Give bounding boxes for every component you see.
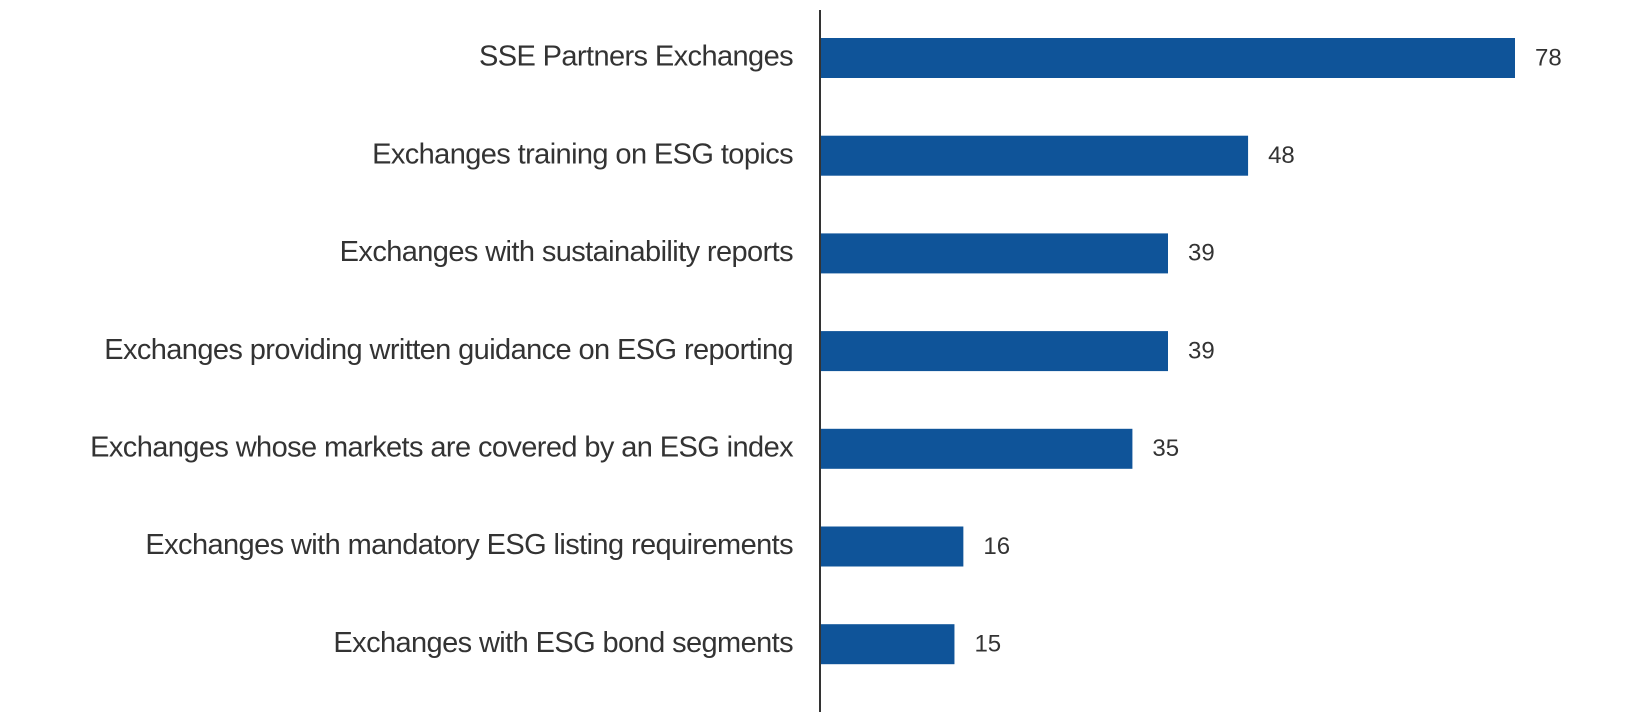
bar bbox=[821, 624, 955, 665]
value-label: 78 bbox=[1535, 44, 1562, 71]
category-label: Exchanges with mandatory ESG listing req… bbox=[145, 529, 793, 561]
value-label: 48 bbox=[1268, 142, 1295, 169]
category-label: Exchanges providing written guidance on … bbox=[104, 334, 793, 366]
category-label: Exchanges whose markets are covered by a… bbox=[90, 431, 794, 463]
bar bbox=[821, 526, 964, 567]
category-label: Exchanges with sustainability reports bbox=[340, 236, 793, 268]
value-label: 35 bbox=[1152, 435, 1179, 462]
category-label: SSE Partners Exchanges bbox=[479, 41, 793, 73]
bar bbox=[821, 233, 1168, 274]
value-label: 39 bbox=[1188, 337, 1215, 364]
value-label: 16 bbox=[983, 533, 1010, 560]
bar bbox=[821, 428, 1133, 469]
category-label: Exchanges training on ESG topics bbox=[372, 138, 793, 170]
category-label: Exchanges with ESG bond segments bbox=[333, 627, 793, 659]
bar bbox=[821, 135, 1249, 176]
bar bbox=[821, 331, 1168, 372]
value-label: 15 bbox=[974, 631, 1001, 658]
value-label: 39 bbox=[1188, 240, 1215, 267]
bar bbox=[821, 38, 1515, 78]
